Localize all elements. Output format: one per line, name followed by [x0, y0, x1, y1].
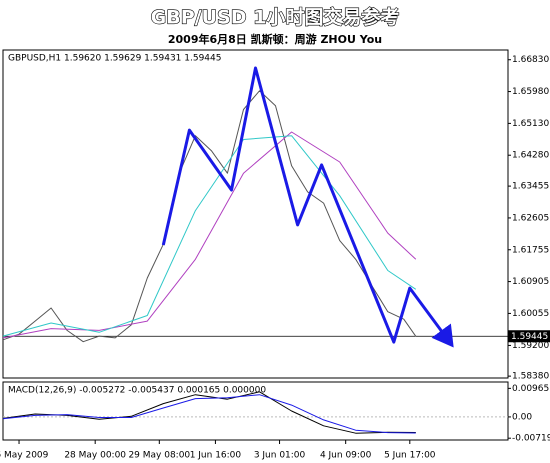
x-tick-label: 3 Jun 01:00 — [254, 451, 306, 461]
x-tick-label: 4 Jun 09:00 — [320, 451, 372, 461]
y-tick-label: 1.64280 — [512, 151, 549, 161]
y-tick-label: 1.65980 — [512, 87, 549, 97]
series-line — [161, 66, 454, 348]
y-tick-label: 1.58380 — [512, 372, 549, 382]
price-header: GBPUSD,H1 1.59620 1.59629 1.59431 1.5944… — [8, 54, 221, 64]
chart-subtitle: 2009年6月8日 凯斯顿：周游 ZHOU You — [168, 32, 382, 46]
y-tick-label: 1.60905 — [512, 277, 549, 287]
y-tick-label: 1.65130 — [512, 119, 549, 129]
series-line — [2, 131, 417, 339]
series-line — [2, 391, 416, 434]
current-price-label: 1.59445 — [511, 332, 548, 342]
y-tick-label: 1.66830 — [512, 55, 549, 65]
x-tick-label: 26 May 2009 — [0, 451, 49, 461]
y-tick-label: 1.60055 — [512, 309, 549, 319]
y-tick-label: 1.62605 — [512, 213, 549, 223]
x-tick-label: 1 Jun 16:00 — [190, 451, 242, 461]
x-tick-label: 5 Jun 17:00 — [384, 451, 436, 461]
macd-header: MACD(12,26,9) -0.005272 -0.005437 0.0001… — [8, 386, 266, 396]
y-tick-label: 0.00 — [512, 412, 532, 422]
price-panel — [2, 49, 509, 379]
series-line — [2, 394, 416, 434]
current-price-box — [508, 330, 550, 343]
x-tick-label: 29 May 08:00 — [128, 451, 190, 461]
y-tick-label: 0.00965 — [512, 384, 549, 394]
y-tick-label: 1.61755 — [512, 245, 549, 255]
macd-panel — [2, 381, 509, 441]
series-line — [2, 90, 417, 343]
y-tick-label: 1.63455 — [512, 182, 549, 192]
chart-title: GBP/USD 1小时图交易参考 — [151, 6, 400, 29]
x-tick-label: 28 May 00:00 — [64, 451, 126, 461]
y-tick-label: 1.59200 — [512, 341, 549, 351]
y-tick-label: -0.00719 — [512, 434, 550, 444]
